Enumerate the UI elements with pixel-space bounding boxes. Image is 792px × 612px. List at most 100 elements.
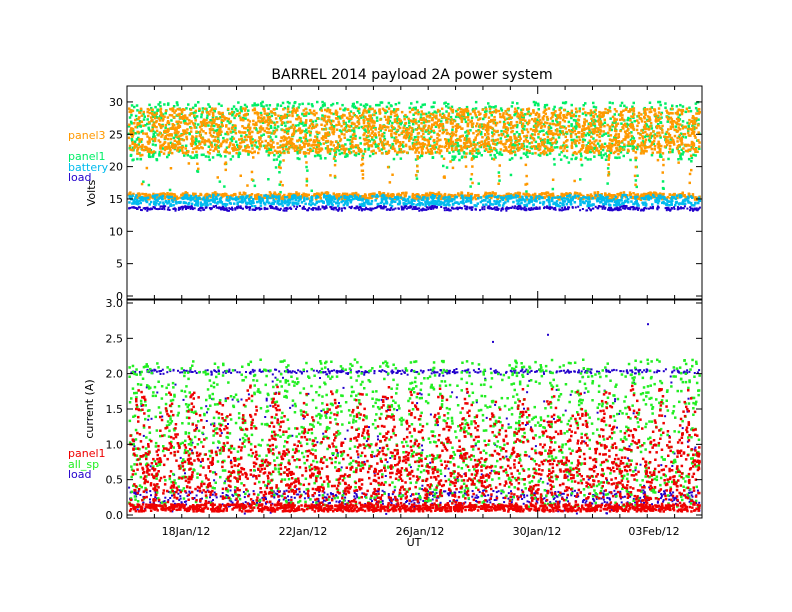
data-point xyxy=(457,194,460,197)
data-point xyxy=(534,122,538,125)
data-point xyxy=(449,142,453,146)
data-point xyxy=(502,125,506,128)
data-point xyxy=(525,190,528,193)
data-point xyxy=(572,151,575,155)
data-point xyxy=(131,135,134,138)
data-point xyxy=(258,136,261,139)
data-point xyxy=(634,146,638,149)
data-point xyxy=(485,144,489,147)
data-point xyxy=(620,122,623,125)
data-point xyxy=(233,116,236,120)
data-point xyxy=(287,105,290,108)
data-point xyxy=(657,107,661,110)
data-point xyxy=(601,113,604,116)
data-point xyxy=(160,117,163,120)
data-point xyxy=(263,116,266,120)
data-point xyxy=(485,109,488,113)
data-point xyxy=(157,134,160,137)
data-point xyxy=(494,124,498,127)
data-point xyxy=(491,111,494,114)
data-point xyxy=(152,150,156,153)
data-point xyxy=(282,116,286,119)
data-point xyxy=(270,114,274,118)
data-point xyxy=(405,135,409,139)
data-point xyxy=(279,119,283,122)
data-point xyxy=(433,121,436,125)
data-point xyxy=(571,130,574,134)
data-point xyxy=(435,117,438,120)
data-point xyxy=(690,128,694,132)
data-point xyxy=(208,113,211,116)
data-point xyxy=(460,118,464,121)
data-point xyxy=(191,135,194,138)
data-point xyxy=(138,122,141,125)
data-point xyxy=(360,125,363,129)
data-point xyxy=(302,114,306,117)
data-point xyxy=(437,148,440,151)
data-point xyxy=(158,119,162,122)
data-point xyxy=(592,119,595,123)
data-point xyxy=(638,136,641,140)
data-point xyxy=(496,138,500,141)
data-point xyxy=(539,118,542,122)
data-point xyxy=(296,146,300,150)
data-point xyxy=(298,150,302,153)
data-point xyxy=(621,114,624,117)
data-point xyxy=(687,130,690,133)
data-point xyxy=(433,147,436,151)
data-point xyxy=(459,117,463,120)
data-point xyxy=(506,134,509,138)
data-point xyxy=(198,109,201,112)
data-point xyxy=(158,131,162,134)
data-point xyxy=(214,107,217,110)
data-point xyxy=(407,128,410,131)
data-point xyxy=(220,104,223,107)
data-point xyxy=(653,145,657,148)
data-point xyxy=(216,132,219,135)
data-point xyxy=(464,131,467,134)
data-point xyxy=(254,197,257,200)
data-point xyxy=(302,141,305,144)
data-point xyxy=(221,111,224,115)
data-point xyxy=(688,122,691,125)
data-point xyxy=(581,112,585,115)
data-point xyxy=(456,144,460,148)
data-point xyxy=(347,148,351,151)
data-point xyxy=(286,140,290,143)
data-point xyxy=(381,132,384,136)
data-point xyxy=(324,191,327,195)
data-point xyxy=(537,108,540,111)
data-point xyxy=(253,102,256,105)
data-point xyxy=(432,105,435,109)
data-point xyxy=(471,152,474,155)
data-point xyxy=(462,115,466,118)
data-point xyxy=(609,146,612,149)
data-point xyxy=(474,114,478,117)
data-point xyxy=(620,117,624,121)
data-point xyxy=(169,149,172,152)
data-point xyxy=(180,111,184,114)
data-point xyxy=(177,136,181,140)
data-point xyxy=(324,136,328,139)
data-point xyxy=(262,105,265,108)
data-point xyxy=(198,107,201,111)
data-point xyxy=(561,126,564,129)
data-point xyxy=(671,125,674,129)
data-point xyxy=(614,138,617,141)
data-point xyxy=(659,153,662,156)
data-point xyxy=(178,112,181,116)
data-point xyxy=(582,138,585,141)
data-point xyxy=(450,109,453,112)
data-point xyxy=(152,192,155,196)
data-point xyxy=(134,118,137,122)
data-point xyxy=(184,144,188,147)
data-point xyxy=(284,145,288,148)
data-point xyxy=(579,193,583,197)
data-point xyxy=(311,143,315,147)
data-point xyxy=(459,110,462,114)
data-point xyxy=(424,151,428,155)
data-point xyxy=(640,149,644,153)
data-point xyxy=(590,124,593,127)
data-point xyxy=(562,149,565,153)
data-point xyxy=(340,130,343,133)
